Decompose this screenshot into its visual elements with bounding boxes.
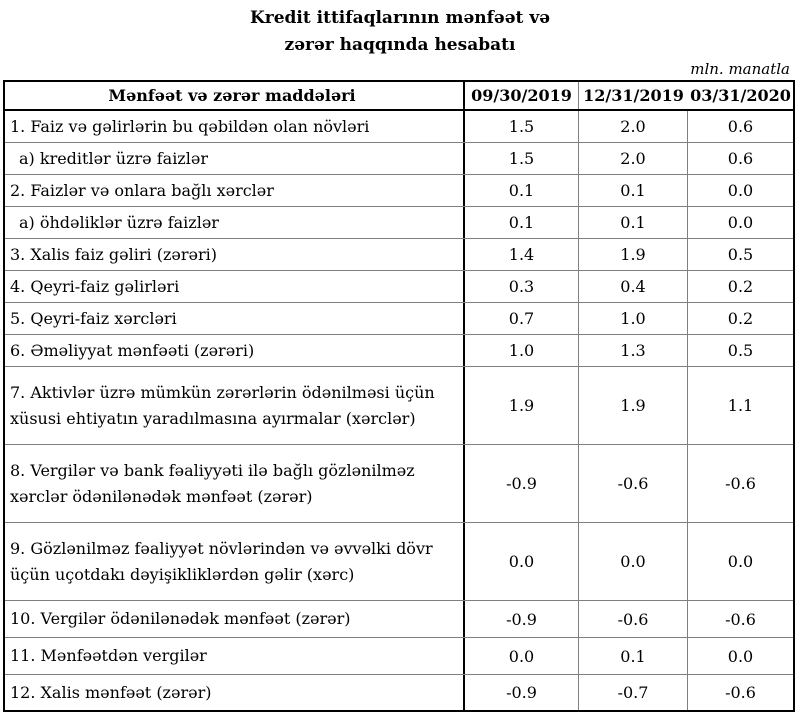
row-value-09-30-2019: 1.5 [465, 111, 579, 142]
header-items-label: Mənfəət və zərər maddələri [5, 82, 465, 109]
row-label: 11. Mənfəətdən vergilər [5, 638, 465, 674]
table-row-6: 6. Əməliyyat mənfəəti (zərəri) 1.0 1.3 0… [5, 335, 793, 367]
row-label: 9. Gözlənilməz fəaliyyət növlərindən və … [5, 523, 465, 600]
row-label: a) öhdəliklər üzrə faizlər [5, 207, 465, 238]
table-row-7: 7. Aktivlər üzrə mümkün zərərlərin ödəni… [5, 367, 793, 445]
table-row-8: 8. Vergilər və bank fəaliyyəti ilə bağlı… [5, 445, 793, 523]
row-value-03-31-2020: -0.6 [725, 609, 756, 629]
row-value-09-30-2019: -0.9 [465, 601, 579, 637]
header-col-12-31-2019: 12/31/2019 [583, 86, 684, 105]
row-value-03-31-2020: 0.0 [727, 181, 754, 200]
row-value-03-31-2020: 0.2 [727, 309, 754, 328]
row-value-09-30-2019: 1.4 [465, 239, 579, 270]
report-title-line2: zərər haqqında hesabatı [284, 35, 516, 55]
row-value-12-31-2019: 1.9 [579, 239, 688, 270]
row-value-09-30-2019: 0.7 [465, 303, 579, 334]
row-value-09-30-2019: -0.9 [465, 675, 579, 710]
table-row-4: 4. Qeyri-faiz gəlirləri 0.3 0.4 0.2 [5, 271, 793, 303]
row-value-03-31-2020: 0.5 [727, 341, 754, 360]
row-value-09-30-2019: 0.0 [465, 638, 579, 674]
table-row-1: 1. Faiz və gəlirlərin bu qəbildən olan n… [5, 111, 793, 143]
row-label: a) kreditlər üzrə faizlər [5, 143, 465, 174]
row-value-12-31-2019: 2.0 [579, 143, 688, 174]
row-value-03-31-2020: -0.6 [725, 683, 756, 702]
row-label: 6. Əməliyyat mənfəəti (zərəri) [5, 335, 465, 366]
row-value-12-31-2019: 1.9 [579, 367, 688, 444]
row-value-12-31-2019: 0.0 [579, 523, 688, 600]
table-row-12: 12. Xalis mənfəət (zərər) -0.9 -0.7 -0.6 [5, 675, 793, 710]
table-row-9: 9. Gözlənilməz fəaliyyət növlərindən və … [5, 523, 793, 601]
row-label: 4. Qeyri-faiz gəlirləri [5, 271, 465, 302]
row-value-09-30-2019: 0.3 [465, 271, 579, 302]
table-row-11: 11. Mənfəətdən vergilər 0.0 0.1 0.0 [5, 638, 793, 675]
row-value-12-31-2019: 0.4 [579, 271, 688, 302]
row-value-12-31-2019: 1.0 [579, 303, 688, 334]
row-label: 10. Vergilər ödənilənədək mənfəət (zərər… [5, 601, 465, 637]
row-value-12-31-2019: 2.0 [579, 111, 688, 142]
header-col-09-30-2019: 09/30/2019 [465, 82, 579, 109]
row-value-12-31-2019: 1.3 [579, 335, 688, 366]
row-value-12-31-2019: -0.6 [579, 445, 688, 522]
header-col-03-31-2020: 03/31/2020 [690, 86, 791, 105]
row-value-09-30-2019: 0.0 [465, 523, 579, 600]
table-row-5: 5. Qeyri-faiz xərcləri 0.7 1.0 0.2 [5, 303, 793, 335]
row-value-03-31-2020: 0.0 [727, 552, 754, 571]
row-value-03-31-2020: -0.6 [725, 474, 756, 493]
row-label: 5. Qeyri-faiz xərcləri [5, 303, 465, 334]
row-value-09-30-2019: 0.1 [465, 207, 579, 238]
table-row-2a: a) öhdəliklər üzrə faizlər 0.1 0.1 0.0 [5, 207, 793, 239]
table-row-1a: a) kreditlər üzrə faizlər 1.5 2.0 0.6 [5, 143, 793, 175]
row-value-09-30-2019: -0.9 [465, 445, 579, 522]
row-value-09-30-2019: 1.0 [465, 335, 579, 366]
row-label: 1. Faiz və gəlirlərin bu qəbildən olan n… [5, 111, 465, 142]
row-value-12-31-2019: -0.6 [579, 601, 688, 637]
row-value-12-31-2019: -0.7 [579, 675, 688, 710]
row-value-03-31-2020: 0.6 [727, 117, 754, 136]
row-value-12-31-2019: 0.1 [579, 638, 688, 674]
report-title-line1: Kredit ittifaqlarının mənfəət və [249, 8, 551, 28]
row-value-09-30-2019: 1.5 [465, 143, 579, 174]
row-value-03-31-2020: 0.0 [727, 213, 754, 232]
table-row-2: 2. Faizlər və onlara bağlı xərclər 0.1 0… [5, 175, 793, 207]
row-value-12-31-2019: 0.1 [579, 175, 688, 206]
row-value-12-31-2019: 0.1 [579, 207, 688, 238]
profit-loss-table: Mənfəət və zərər maddələri 09/30/2019 12… [3, 80, 795, 712]
report-page: Kredit ittifaqlarının mənfəət və zərər h… [0, 5, 800, 723]
row-value-09-30-2019: 0.1 [465, 175, 579, 206]
row-value-03-31-2020: 0.0 [727, 646, 754, 666]
row-label: 7. Aktivlər üzrə mümkün zərərlərin ödəni… [5, 367, 465, 444]
unit-note: mln. manatla [690, 60, 790, 78]
report-title: Kredit ittifaqlarının mənfəət və zərər h… [0, 5, 800, 59]
row-label: 2. Faizlər və onlara bağlı xərclər [5, 175, 465, 206]
table-row-10: 10. Vergilər ödənilənədək mənfəət (zərər… [5, 601, 793, 638]
table-row-3: 3. Xalis faiz gəliri (zərəri) 1.4 1.9 0.… [5, 239, 793, 271]
table-header-row: Mənfəət və zərər maddələri 09/30/2019 12… [5, 82, 793, 111]
row-label: 12. Xalis mənfəət (zərər) [5, 675, 465, 710]
row-value-09-30-2019: 1.9 [465, 367, 579, 444]
row-label: 8. Vergilər və bank fəaliyyəti ilə bağlı… [5, 445, 465, 522]
row-value-03-31-2020: 1.1 [727, 396, 754, 415]
row-value-03-31-2020: 0.2 [727, 277, 754, 296]
row-label: 3. Xalis faiz gəliri (zərəri) [5, 239, 465, 270]
row-value-03-31-2020: 0.5 [727, 245, 754, 264]
row-value-03-31-2020: 0.6 [727, 149, 754, 168]
